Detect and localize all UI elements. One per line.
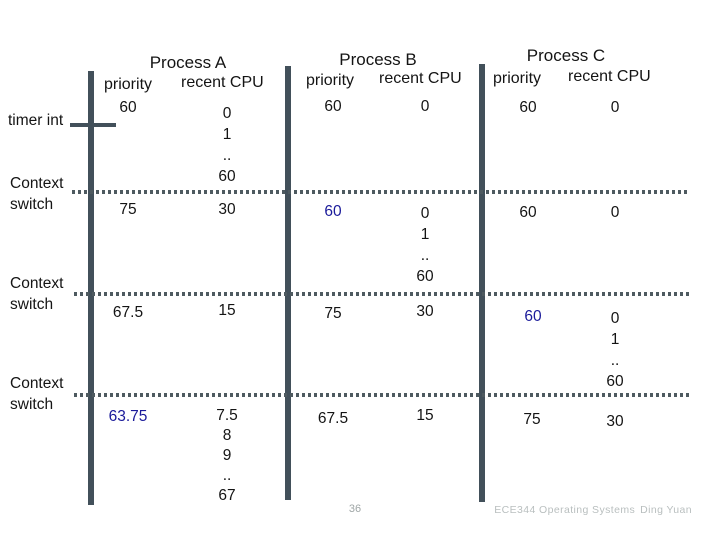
priority-value: 75 [324, 305, 342, 322]
cpu-value: 7.5 [216, 407, 238, 424]
footer-author: Ding Yuan [640, 504, 692, 516]
context-switch-label-line1: Context [10, 375, 64, 392]
process-a-recent-cpu-header: recent CPU [181, 74, 264, 91]
footer-course: ECE344 Operating Systems [494, 504, 636, 516]
process-a-title: Process A [149, 53, 227, 72]
cpu-value: 0 [610, 310, 620, 327]
cpu-value: .. [222, 147, 232, 164]
priority-value-highlighted: 60 [524, 308, 542, 325]
process-a-priority-header: priority [104, 76, 153, 93]
cpu-value: 0 [222, 105, 232, 122]
cpu-value: .. [420, 247, 430, 264]
cpu-value: 67 [218, 487, 236, 504]
priority-value: 67.5 [317, 410, 349, 427]
process-c-priority-header: priority [493, 70, 542, 87]
cpu-value: .. [610, 352, 620, 369]
context-switch-label-line1: Context [10, 275, 64, 292]
priority-value: 75 [119, 201, 137, 218]
cpu-value: 9 [222, 447, 232, 464]
cpu-value: 0 [610, 99, 620, 116]
context-switch-label-2: Context switch [10, 273, 63, 315]
cpu-value: 60 [416, 268, 434, 285]
context-switch-label-line2: switch [10, 296, 54, 313]
cpu-value: 30 [606, 413, 624, 430]
cpu-value: 1 [222, 126, 232, 143]
context-switch-label-line2: switch [10, 196, 54, 213]
context-switch-label-line2: switch [10, 396, 54, 413]
context-switch-line-3 [74, 393, 690, 397]
context-switch-label-1: Context switch [10, 173, 63, 215]
timer-interrupt-tick [70, 123, 116, 127]
process-c-timeline-bar [479, 64, 485, 502]
recent-cpu-values: 0 1 .. 60 [393, 203, 457, 287]
slide-footer: ECE344 Operating Systems Ding Yuan [494, 504, 692, 516]
priority-value-highlighted: 60 [324, 203, 342, 220]
recent-cpu-values: 0 1 .. 60 [583, 308, 647, 392]
cpu-value: 60 [606, 373, 624, 390]
cpu-value: .. [222, 467, 232, 484]
cpu-value: 1 [420, 226, 430, 243]
process-c-title: Process C [526, 46, 606, 65]
page-number: 36 [348, 503, 362, 515]
cpu-value: 15 [416, 407, 434, 424]
cpu-value: 15 [218, 302, 236, 319]
process-a-timeline-bar [88, 71, 94, 505]
recent-cpu-values: 7.5 8 9 .. 67 [195, 406, 259, 506]
recent-cpu-values: 0 1 .. 60 [195, 103, 259, 187]
cpu-value: 30 [218, 201, 236, 218]
context-switch-label-line1: Context [10, 175, 64, 192]
priority-value: 67.5 [112, 304, 144, 321]
context-switch-label-3: Context switch [10, 373, 63, 415]
cpu-value: 0 [420, 205, 430, 222]
context-switch-line-1 [72, 190, 690, 194]
cpu-value: 0 [420, 98, 430, 115]
priority-value: 60 [519, 99, 537, 116]
priority-value: 60 [119, 99, 137, 116]
cpu-value: 60 [218, 168, 236, 185]
process-b-recent-cpu-header: recent CPU [379, 70, 462, 87]
context-switch-line-2 [74, 292, 690, 296]
process-b-priority-header: priority [306, 72, 355, 89]
priority-value: 60 [519, 204, 537, 221]
priority-value: 60 [324, 98, 342, 115]
priority-value: 75 [523, 411, 541, 428]
priority-value-highlighted: 63.75 [108, 408, 148, 425]
process-c-recent-cpu-header: recent CPU [568, 68, 651, 85]
process-b-title: Process B [339, 50, 417, 69]
timer-interrupt-label: timer int [8, 112, 64, 129]
cpu-value: 1 [610, 331, 620, 348]
cpu-value: 30 [416, 303, 434, 320]
process-b-timeline-bar [285, 66, 291, 500]
cpu-value: 0 [610, 204, 620, 221]
cpu-value: 8 [222, 427, 232, 444]
